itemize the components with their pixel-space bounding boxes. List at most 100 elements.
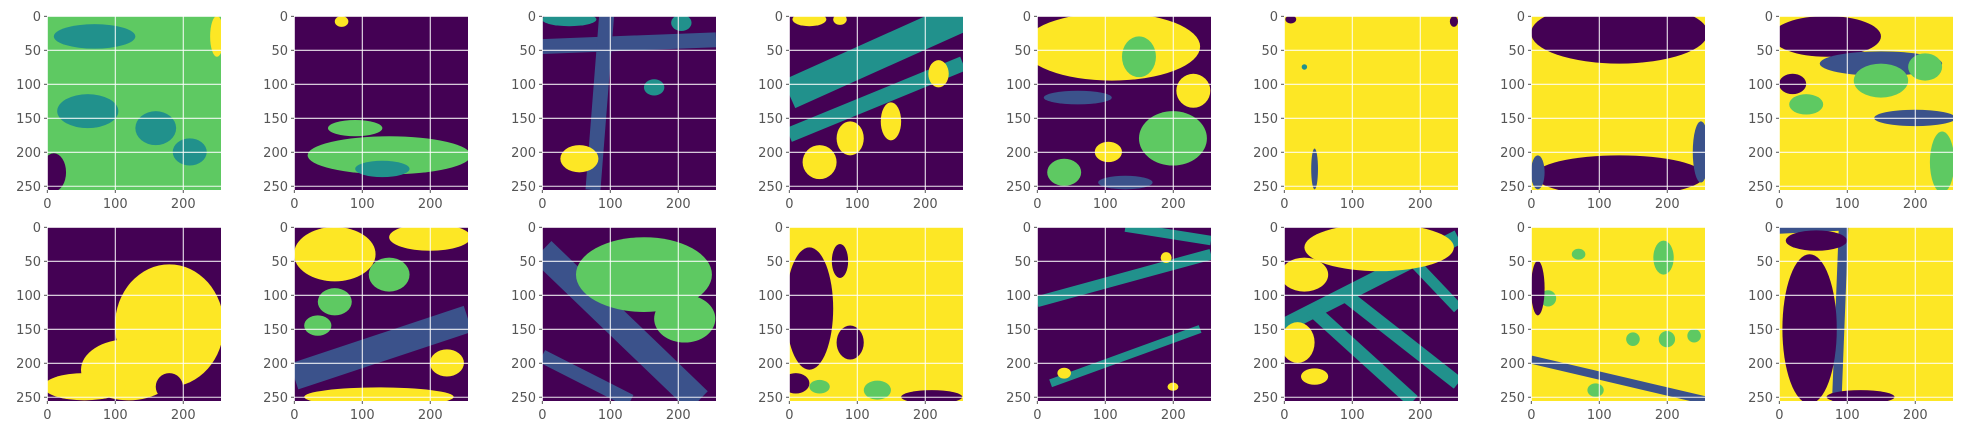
- y-tick-label: 250: [1253, 180, 1278, 195]
- y-tick-label: 100: [1006, 289, 1031, 304]
- segmentation-mask: [789, 16, 963, 190]
- x-tick-label: 200: [913, 408, 938, 423]
- x-tick-label: 0: [538, 197, 546, 212]
- mask-region: [1311, 148, 1318, 190]
- y-tick-label: 100: [1748, 289, 1773, 304]
- subplot-14: 0 100 200 0 50 100 150 200 250: [1253, 221, 1458, 423]
- y-tick-label: 150: [263, 112, 288, 127]
- x-tick-label: 200: [1161, 408, 1186, 423]
- x-tick-label: 200: [666, 197, 691, 212]
- subplot-9: 0 100 200 0 50 100 150 200 250: [16, 221, 221, 423]
- x-tick-label: 200: [1655, 197, 1680, 212]
- y-tick-label: 0: [1270, 10, 1278, 25]
- y-tick-label: 200: [16, 357, 41, 372]
- subplot-15: 0 100 200 0 50 100 150 200 250: [1500, 221, 1705, 423]
- y-tick-label: 50: [1014, 255, 1031, 270]
- y-tick-label: 0: [1023, 10, 1031, 25]
- x-tick-label: 200: [171, 197, 196, 212]
- y-tick-label: 0: [1765, 10, 1773, 25]
- y-tick-label: 250: [511, 391, 536, 406]
- mask-region: [671, 16, 692, 31]
- x-tick-label: 200: [1655, 408, 1680, 423]
- segmentation-mask: [789, 227, 963, 401]
- y-tick-label: 50: [1508, 255, 1525, 270]
- segmentation-mask: [1284, 227, 1458, 401]
- y-tick-label: 0: [1023, 221, 1031, 236]
- y-tick-label: 250: [16, 180, 41, 195]
- y-tick-label: 0: [528, 221, 536, 236]
- mask-band: [1832, 227, 1849, 401]
- y-tick-label: 0: [280, 10, 288, 25]
- mask-region: [1037, 16, 1201, 81]
- mask-region: [1304, 227, 1454, 272]
- y-tick-label: 250: [758, 180, 783, 195]
- x-tick-label: 0: [1033, 197, 1041, 212]
- mask-region: [327, 119, 383, 137]
- mask-region: [1534, 155, 1705, 190]
- x-tick-label: 100: [1587, 197, 1612, 212]
- subplot-16: 0 100 200 0 50 100 150 200 250: [1748, 221, 1953, 423]
- mask-region: [1626, 332, 1640, 346]
- y-tick-label: 50: [271, 255, 288, 270]
- x-tick-label: 200: [1408, 197, 1433, 212]
- segmentation-mask: [294, 16, 468, 190]
- mask-region: [1687, 328, 1701, 343]
- y-tick-label: 200: [16, 146, 41, 161]
- y-tick-label: 50: [766, 255, 783, 270]
- mask-region: [304, 315, 332, 336]
- mask-region: [1779, 16, 1881, 57]
- x-tick-label: 200: [418, 197, 443, 212]
- y-tick-label: 150: [1748, 323, 1773, 338]
- y-tick-label: 250: [263, 180, 288, 195]
- y-tick-label: 100: [263, 289, 288, 304]
- y-tick-label: 50: [271, 44, 288, 59]
- x-tick-label: 100: [350, 197, 375, 212]
- mask-region: [1789, 94, 1824, 115]
- y-tick-label: 150: [758, 323, 783, 338]
- y-tick-label: 200: [1006, 146, 1031, 161]
- mask-region: [1929, 131, 1953, 190]
- x-tick-label: 200: [666, 408, 691, 423]
- x-tick-label: 100: [103, 197, 128, 212]
- subplot-4: 0 100 200 0 50 100 150 200 250: [758, 10, 963, 212]
- y-tick-label: 150: [16, 323, 41, 338]
- subplot-5: 0 100 200 0 50 100 150 200 250: [1006, 10, 1211, 212]
- mask-region: [389, 227, 468, 251]
- mask-band: [542, 240, 708, 401]
- y-tick-label: 250: [1006, 391, 1031, 406]
- mask-region: [833, 16, 847, 25]
- mask-region: [792, 16, 827, 27]
- x-tick-label: 0: [290, 408, 298, 423]
- y-tick-label: 100: [511, 78, 536, 93]
- mask-region: [1531, 260, 1545, 316]
- subplot-1: 0 100 200 0 50 100 150 200 250: [16, 10, 221, 212]
- y-tick-label: 50: [519, 44, 536, 59]
- mask-region: [53, 24, 136, 49]
- x-tick-label: 200: [1903, 197, 1928, 212]
- y-tick-label: 250: [1748, 180, 1773, 195]
- x-tick-label: 200: [171, 408, 196, 423]
- mask-region: [1853, 63, 1909, 98]
- x-tick-label: 0: [785, 408, 793, 423]
- x-tick-label: 0: [1775, 408, 1783, 423]
- mask-region: [836, 325, 864, 360]
- y-tick-label: 150: [16, 112, 41, 127]
- mask-region: [560, 145, 599, 173]
- x-tick-label: 100: [1340, 408, 1365, 423]
- y-tick-label: 200: [758, 357, 783, 372]
- x-tick-label: 100: [1093, 197, 1118, 212]
- x-tick-label: 100: [1093, 408, 1118, 423]
- y-tick-label: 0: [775, 10, 783, 25]
- y-tick-label: 150: [1253, 112, 1278, 127]
- mask-region: [1300, 368, 1329, 385]
- y-tick-label: 200: [1748, 357, 1773, 372]
- x-tick-label: 0: [43, 197, 51, 212]
- x-tick-label: 200: [1161, 197, 1186, 212]
- segmentation-mask: [1284, 16, 1458, 190]
- mask-region: [1531, 16, 1705, 64]
- segmentation-mask: [47, 227, 221, 401]
- x-tick-label: 100: [598, 408, 623, 423]
- y-tick-label: 0: [1270, 221, 1278, 236]
- mask-region: [57, 94, 119, 129]
- x-tick-label: 0: [1280, 197, 1288, 212]
